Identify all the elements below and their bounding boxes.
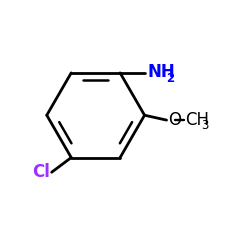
Text: NH: NH — [147, 63, 175, 81]
Text: 3: 3 — [202, 119, 209, 132]
Text: 2: 2 — [166, 72, 174, 85]
Text: CH: CH — [185, 111, 209, 129]
Text: Cl: Cl — [32, 163, 50, 181]
Text: O: O — [168, 111, 181, 129]
